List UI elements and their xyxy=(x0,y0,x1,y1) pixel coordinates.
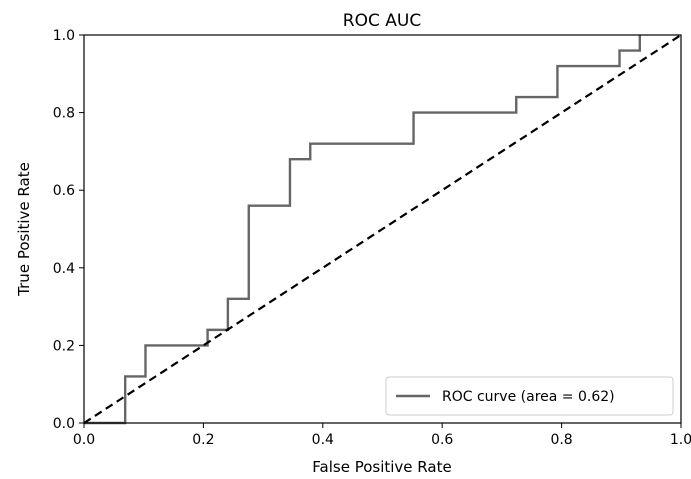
x-tick-label: 0.8 xyxy=(550,432,572,448)
y-tick-label: 0.0 xyxy=(53,416,75,432)
legend: ROC curve (area = 0.62) xyxy=(385,376,674,416)
y-axis: 0.0 0.2 0.4 0.6 0.8 1.0 xyxy=(53,28,84,432)
chance-diagonal-line xyxy=(83,34,682,424)
x-tick-label: 0.6 xyxy=(431,432,453,448)
roc-curve-line xyxy=(84,35,642,425)
legend-box xyxy=(385,376,674,416)
x-tick-label: 0.2 xyxy=(192,432,214,448)
y-tick-label: 0.6 xyxy=(53,183,75,199)
y-tick-label: 0.2 xyxy=(53,338,75,354)
x-axis-label: False Positive Rate xyxy=(312,458,451,476)
plot-area xyxy=(83,34,682,424)
y-tick-label: 0.4 xyxy=(53,261,75,277)
x-tick-label: 0.0 xyxy=(73,432,95,448)
x-tick-label: 1.0 xyxy=(670,432,691,448)
y-axis-label: True Positive Rate xyxy=(15,162,33,297)
y-tick-label: 1.0 xyxy=(53,28,75,44)
x-tick-label: 0.4 xyxy=(312,432,334,448)
chart-title: ROC AUC xyxy=(343,11,421,31)
legend-label: ROC curve (area = 0.62) xyxy=(442,389,615,405)
y-tick-label: 0.8 xyxy=(53,106,75,122)
x-axis: 0.0 0.2 0.4 0.6 0.8 1.0 xyxy=(73,423,691,448)
series-layer xyxy=(83,34,682,425)
